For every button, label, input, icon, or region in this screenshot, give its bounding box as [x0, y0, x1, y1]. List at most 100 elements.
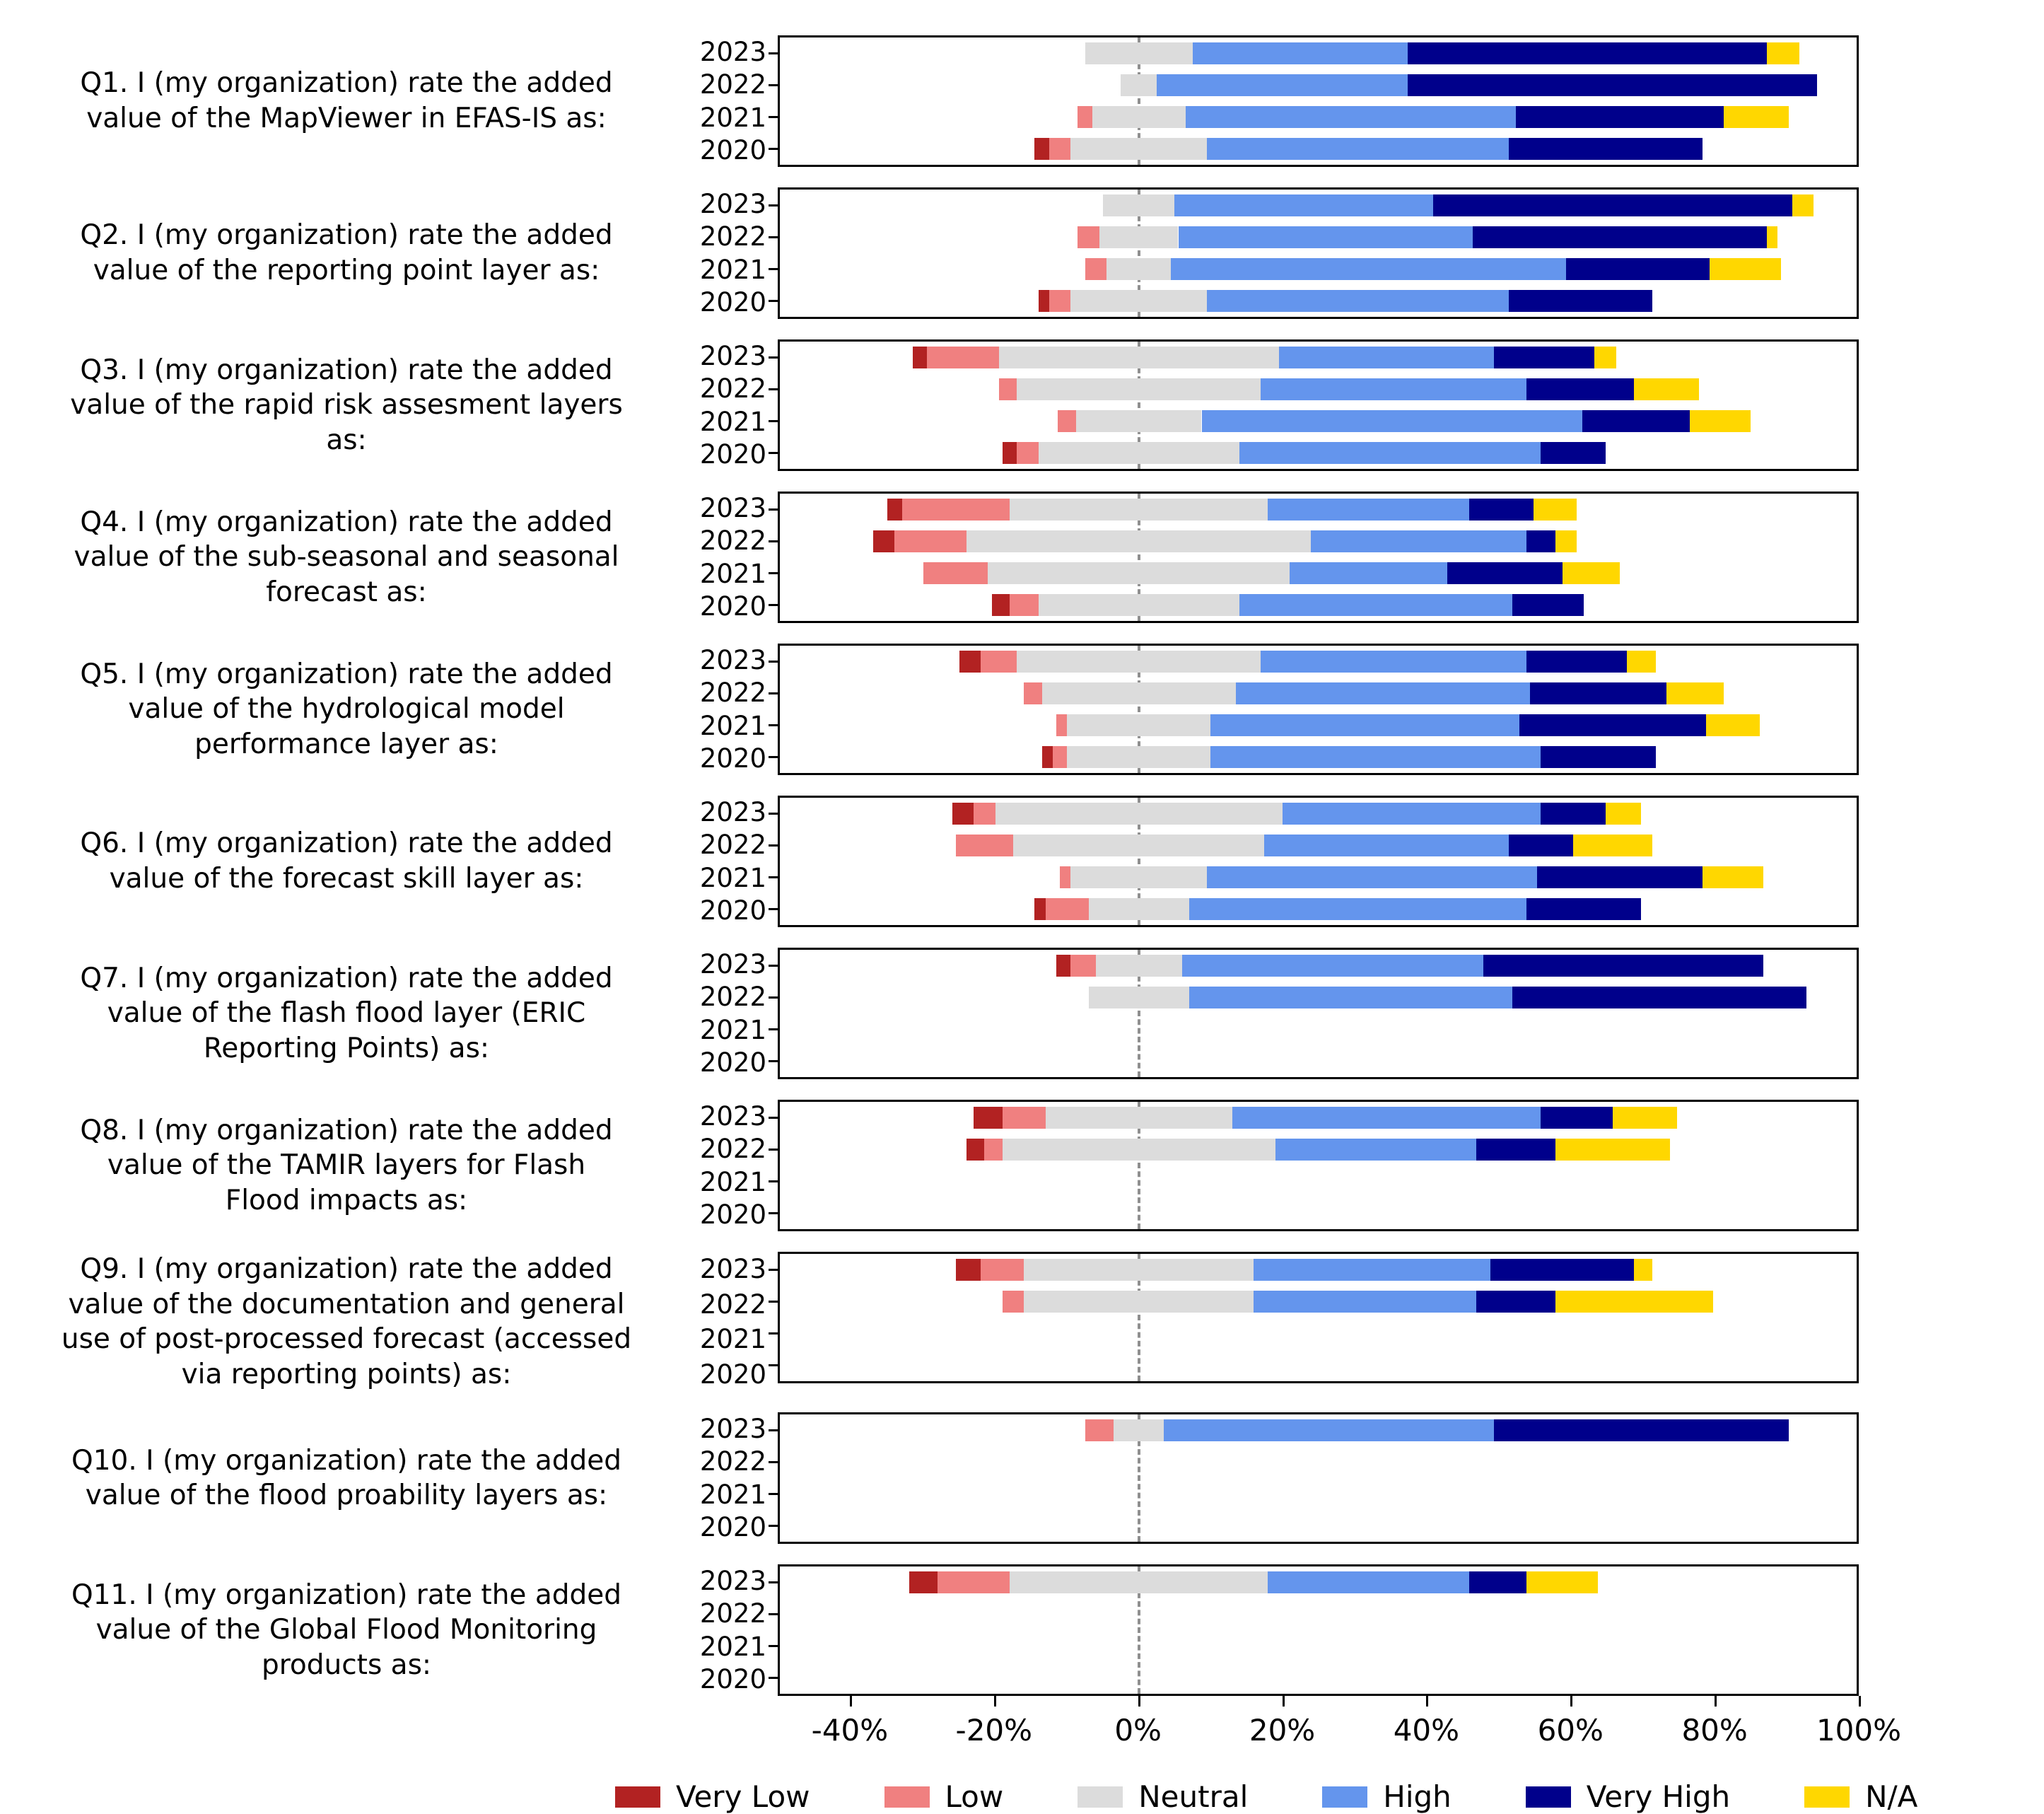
year-axis-q3: 2023 2022 2021 2020 — [693, 339, 778, 471]
bars-q7-2021 — [769, 1013, 1857, 1045]
zero-reference-line — [1137, 950, 1140, 1077]
y-tick-mark — [769, 1677, 778, 1680]
bar-segment-high — [1282, 803, 1541, 825]
bar-segment-very-high — [1508, 138, 1703, 160]
bars-q10-2023 — [769, 1414, 1857, 1446]
x-tick-label: 100% — [1816, 1713, 1902, 1748]
bar-segment-low — [998, 378, 1017, 400]
bars-q6-2021 — [769, 861, 1857, 893]
bar-segment-neutral — [1075, 410, 1202, 432]
x-tick-mark — [1138, 1696, 1140, 1707]
y-tick-mark — [769, 1493, 778, 1496]
bar-segment-n-a — [1702, 866, 1763, 888]
year-tick-label: 2020 — [699, 895, 766, 926]
bar-segment-low — [984, 1139, 1003, 1161]
year-axis-q5: 2023 2022 2021 2020 — [693, 644, 778, 775]
x-tick-label: 60% — [1537, 1713, 1604, 1748]
bar-segment-very-high — [1512, 594, 1584, 616]
bar-segment-neutral — [1092, 106, 1186, 128]
bar-segment-neutral — [1024, 1259, 1254, 1281]
bar-segment-high — [1254, 1291, 1476, 1313]
year-tick-label: 2020 — [699, 439, 766, 470]
y-tick-mark — [769, 724, 778, 726]
bar-segment-high — [1275, 1139, 1476, 1161]
bars-q6-2022 — [769, 830, 1857, 861]
bar-segment-high — [1235, 682, 1531, 704]
bar-segment-n-a — [1634, 378, 1699, 400]
bars-q11-2020 — [769, 1662, 1857, 1694]
year-tick-label: 2023 — [699, 36, 766, 67]
bar-segment-low — [938, 1571, 1010, 1594]
x-tick-mark — [1570, 1696, 1573, 1707]
bar-segment-low — [1009, 594, 1039, 616]
panel-q11 — [769, 1564, 1859, 1697]
year-tick-label: 2021 — [699, 558, 766, 589]
bar-segment-very-low — [1034, 898, 1046, 920]
bar-segment-high — [1254, 1259, 1491, 1281]
bar-segment-n-a — [1792, 194, 1814, 216]
bar-segment-neutral — [966, 530, 1312, 552]
panel-q3 — [769, 339, 1859, 471]
bar-segment-neutral — [1070, 138, 1208, 160]
bar-segment-n-a — [1689, 410, 1751, 432]
bars-q4-2022 — [769, 525, 1857, 557]
bar-segment-high — [1261, 651, 1526, 673]
year-axis-q8: 2023 2022 2021 2020 — [693, 1100, 778, 1231]
bars-q3-2020 — [769, 437, 1857, 469]
bar-segment-n-a — [1534, 499, 1577, 521]
panel-q7 — [769, 948, 1859, 1079]
year-tick-label: 2022 — [699, 69, 766, 100]
subplot-q3: Q3. I (my organization) rate the added v… — [0, 339, 2044, 471]
bar-segment-very-high — [1526, 378, 1635, 400]
y-tick-mark — [769, 300, 778, 302]
legend-label-high: High — [1383, 1779, 1452, 1814]
bar-segment-very-low — [872, 530, 895, 552]
bar-segment-neutral — [1017, 378, 1261, 400]
legend-item-neutral: Neutral — [1078, 1779, 1248, 1814]
x-axis-spacer — [0, 1696, 778, 1760]
y-tick-mark — [769, 236, 778, 238]
y-tick-mark — [769, 1429, 778, 1432]
year-tick-label: 2022 — [699, 982, 766, 1013]
x-tick-label: -20% — [955, 1713, 1033, 1748]
bar-segment-very-low — [887, 499, 902, 521]
bar-segment-low — [1002, 1107, 1046, 1129]
bar-segment-n-a — [1612, 1107, 1678, 1129]
bar-segment-neutral — [995, 803, 1283, 825]
bar-segment-very-high — [1541, 746, 1656, 768]
bars-q8-2021 — [769, 1165, 1857, 1197]
year-tick-label: 2021 — [699, 406, 766, 437]
year-tick-label: 2020 — [699, 287, 766, 318]
bars-q5-2022 — [769, 678, 1857, 709]
y-tick-mark — [769, 1060, 778, 1062]
bars-q2-2021 — [769, 253, 1857, 285]
x-tick-mark — [849, 1696, 852, 1707]
bar-segment-n-a — [1555, 1291, 1713, 1313]
bar-segment-very-high — [1508, 835, 1573, 856]
bar-segment-neutral — [1114, 1419, 1164, 1442]
year-tick-label: 2021 — [699, 710, 766, 741]
bar-segment-low — [1078, 226, 1099, 248]
bar-segment-neutral — [1095, 955, 1182, 977]
subplot-q6: Q6. I (my organization) rate the added v… — [0, 796, 2044, 927]
y-tick-mark — [769, 116, 778, 118]
y-tick-mark — [769, 1525, 778, 1528]
legend-label-na: N/A — [1865, 1779, 1918, 1814]
bar-segment-high — [1232, 1107, 1541, 1129]
y-tick-mark — [769, 1028, 778, 1030]
bar-segment-high — [1261, 378, 1526, 400]
year-tick-label: 2023 — [699, 340, 766, 371]
subplot-q2: Q2. I (my organization) rate the added v… — [0, 187, 2044, 319]
bar-segment-very-high — [1408, 74, 1818, 96]
bar-segment-low — [1059, 866, 1071, 888]
year-tick-label: 2021 — [699, 1324, 766, 1355]
y-tick-mark — [769, 1117, 778, 1119]
x-tick-mark — [1426, 1696, 1429, 1707]
subplot-q7: Q7. I (my organization) rate the added v… — [0, 948, 2044, 1079]
question-label-q6: Q6. I (my organization) rate the added v… — [80, 827, 613, 895]
year-tick-label: 2020 — [699, 1512, 766, 1543]
year-axis-q2: 2023 2022 2021 2020 — [693, 187, 778, 319]
y-tick-mark — [769, 996, 778, 999]
y-tick-mark — [769, 876, 778, 878]
